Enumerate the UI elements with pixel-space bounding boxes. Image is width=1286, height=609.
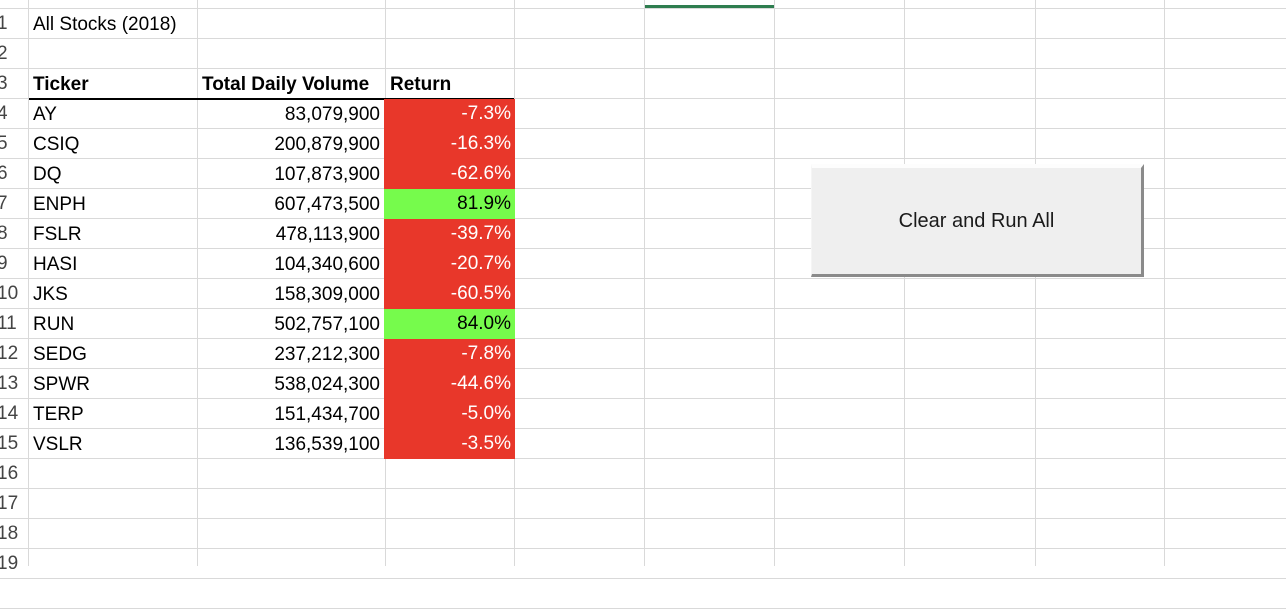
ticker-cell[interactable]: ENPH [33,194,86,215]
column-gridline [774,0,775,566]
ticker-cell[interactable]: SEDG [33,344,87,365]
volume-cell[interactable]: 136,539,100 [274,434,380,455]
row-number[interactable]: 7 [0,193,8,214]
row-number[interactable]: 16 [0,463,19,484]
column-gridline [28,0,29,566]
volume-cell[interactable]: 107,873,900 [274,164,380,185]
row-gridline [0,188,1286,189]
row-gridline [0,458,1286,459]
row-gridline [0,578,1286,579]
volume-cell[interactable]: 538,024,300 [274,374,380,395]
row-number[interactable]: 5 [0,133,8,154]
ticker-cell[interactable]: HASI [33,254,78,275]
row-gridline [0,248,1286,249]
column-gridline [197,0,198,566]
column-gridline [1164,0,1165,566]
return-cell[interactable]: -39.7% [384,219,515,249]
volume-cell[interactable]: 237,212,300 [274,344,380,365]
row-number[interactable]: 1 [0,13,8,34]
row-number[interactable]: 11 [0,313,17,334]
row-gridline [0,278,1286,279]
ticker-cell[interactable]: RUN [33,314,75,335]
row-gridline [0,548,1286,549]
row-gridline [0,308,1286,309]
sheet-title-cell[interactable]: All Stocks (2018) [33,14,177,35]
ticker-cell[interactable]: JKS [33,284,68,305]
row-number[interactable]: 2 [0,43,8,64]
row-number[interactable]: 8 [0,223,8,244]
row-gridline [0,428,1286,429]
row-number[interactable]: 3 [0,73,8,94]
volume-cell[interactable]: 83,079,900 [284,104,380,125]
column-gridline [904,0,905,566]
row-number[interactable]: 6 [0,163,8,184]
return-cell[interactable]: -62.6% [384,159,515,189]
header-ticker[interactable]: Ticker [33,74,89,95]
ticker-cell[interactable]: VSLR [33,434,83,455]
ticker-cell[interactable]: CSIQ [33,134,80,155]
return-cell[interactable]: -16.3% [384,129,515,159]
return-cell[interactable]: -60.5% [384,279,515,309]
return-cell[interactable]: -7.3% [384,99,515,129]
row-number[interactable]: 19 [0,553,19,574]
volume-cell[interactable]: 158,309,000 [274,284,380,305]
ticker-cell[interactable]: DQ [33,164,62,185]
selected-column-indicator [645,5,775,8]
volume-cell[interactable]: 478,113,900 [275,224,380,245]
row-gridline [0,518,1286,519]
row-number[interactable]: 15 [0,433,19,454]
return-cell[interactable]: 81.9% [384,189,515,219]
clear-and-run-all-button[interactable]: Clear and Run All [811,164,1144,277]
button-label: Clear and Run All [898,209,1055,232]
ticker-cell[interactable]: AY [33,104,57,125]
return-cell[interactable]: -20.7% [384,249,515,279]
row-number[interactable]: 9 [0,253,8,274]
row-number[interactable]: 17 [0,493,19,514]
volume-cell[interactable]: 502,757,100 [274,314,380,335]
return-cell[interactable]: -3.5% [384,429,515,459]
row-number[interactable]: 13 [0,373,19,394]
row-number[interactable]: 18 [0,523,19,544]
row-gridline [0,338,1286,339]
header-underline [29,98,514,100]
return-cell[interactable]: -5.0% [384,399,515,429]
column-gridline [644,0,645,566]
row-gridline [0,98,1286,99]
volume-cell[interactable]: 104,340,600 [274,254,380,275]
return-cell[interactable]: 84.0% [384,309,515,339]
row-number[interactable]: 10 [0,283,19,304]
row-gridline [0,38,1286,39]
ticker-cell[interactable]: TERP [33,404,84,425]
row-number[interactable]: 4 [0,103,8,124]
volume-cell[interactable]: 607,473,500 [274,194,380,215]
row-gridline [0,368,1286,369]
row-gridline [0,158,1286,159]
row-gridline [0,398,1286,399]
volume-cell[interactable]: 151,434,700 [274,404,380,425]
row-number[interactable]: 12 [0,343,19,364]
ticker-cell[interactable]: FSLR [33,224,82,245]
row-gridline [0,128,1286,129]
row-gridline [0,218,1286,219]
row-gridline [0,68,1286,69]
column-header-strip [0,0,1286,9]
return-cell[interactable]: -44.6% [384,369,515,399]
column-gridline [1035,0,1036,566]
header-return[interactable]: Return [390,74,452,95]
row-gridline [0,488,1286,489]
header-total-daily-volume[interactable]: Total Daily Volume [202,74,370,95]
row-number[interactable]: 14 [0,403,19,424]
ticker-cell[interactable]: SPWR [33,374,90,395]
volume-cell[interactable]: 200,879,900 [274,134,380,155]
return-cell[interactable]: -7.8% [384,339,515,369]
